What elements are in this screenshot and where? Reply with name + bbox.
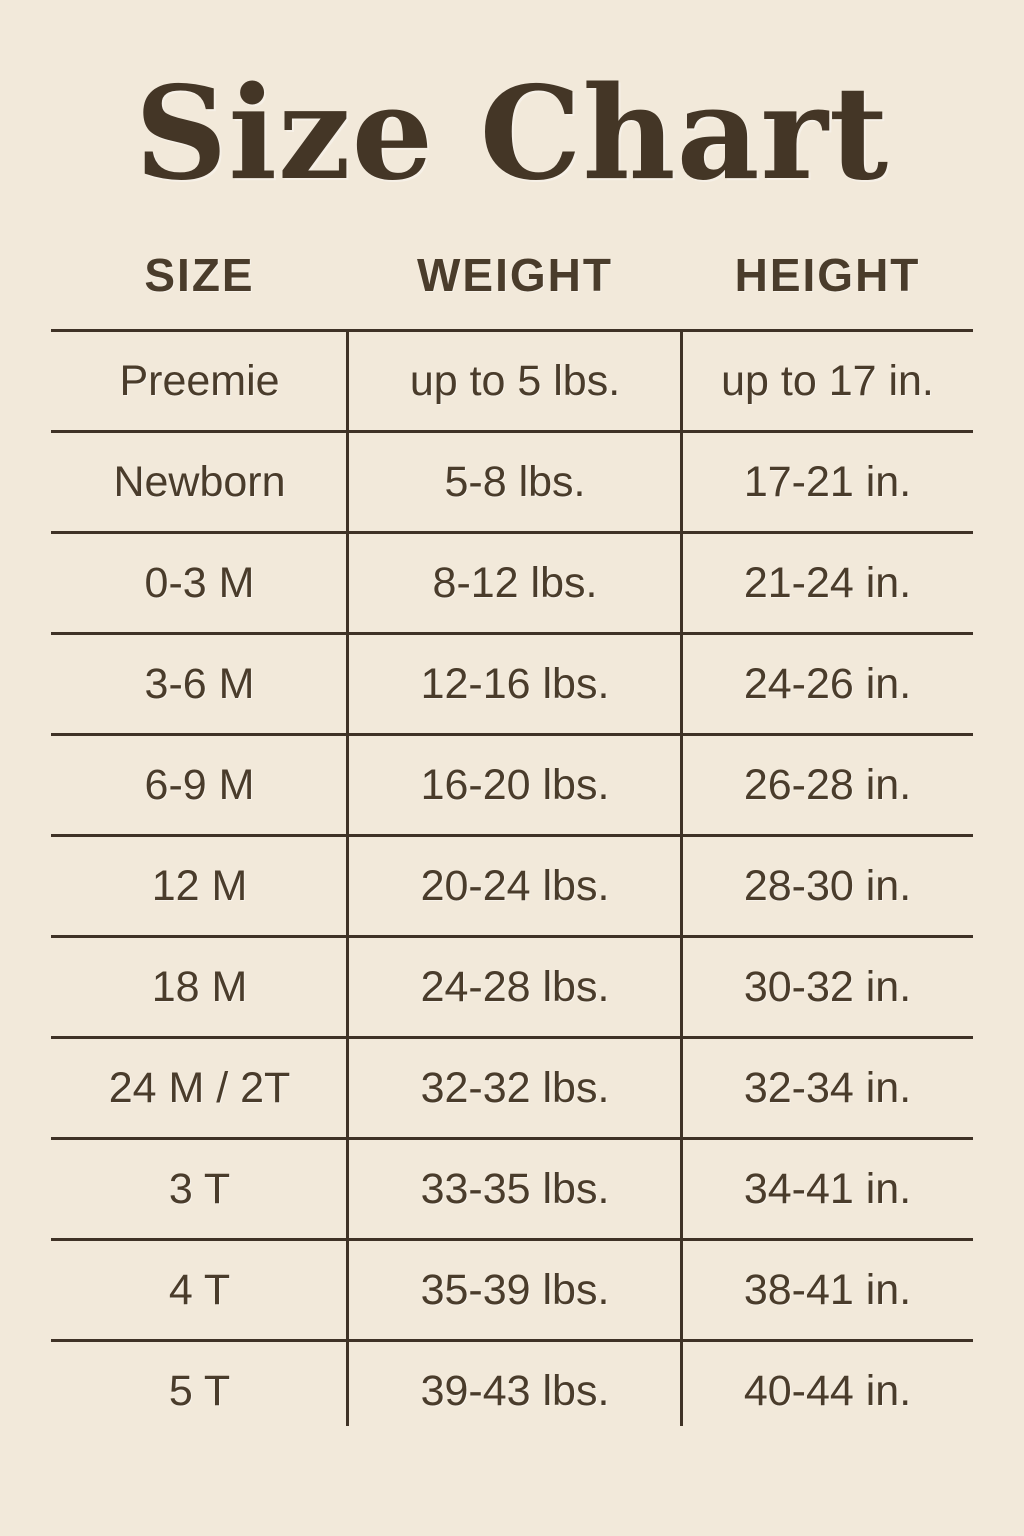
- table-cell-height: 21-24 in.: [682, 531, 973, 632]
- page-title: Size Chart: [134, 59, 890, 209]
- table-cell-weight: 16-20 lbs.: [348, 733, 682, 834]
- table-cell-size: 4 T: [51, 1238, 348, 1339]
- table-cell-weight: 20-24 lbs.: [348, 834, 682, 935]
- table-cell-height: 38-41 in.: [682, 1238, 973, 1339]
- table-cell-size: 3-6 M: [51, 632, 348, 733]
- table-cell-height: 34-41 in.: [682, 1137, 973, 1238]
- table-cell-size: 5 T: [51, 1339, 348, 1440]
- table-cell-height: 28-30 in.: [682, 834, 973, 935]
- table-cell-height: 17-21 in.: [682, 430, 973, 531]
- table-cell-height: 30-32 in.: [682, 935, 973, 1036]
- table-cell-weight: 8-12 lbs.: [348, 531, 682, 632]
- table-cell-size: 18 M: [51, 935, 348, 1036]
- table-cell-height: 40-44 in.: [682, 1339, 973, 1440]
- table-cell-height: 26-28 in.: [682, 733, 973, 834]
- table-cell-size: 12 M: [51, 834, 348, 935]
- column-divider-2: [680, 329, 683, 1427]
- table-cell-size: 3 T: [51, 1137, 348, 1238]
- table-cell-size: Newborn: [51, 430, 348, 531]
- table-body-wrap: Preemie up to 5 lbs. up to 17 in. Newborn 5-…: [51, 329, 973, 1440]
- table-cell-weight: 39-43 lbs.: [348, 1339, 682, 1440]
- table-cell-size: Preemie: [51, 329, 348, 430]
- table-cell-weight: 32-32 lbs.: [348, 1036, 682, 1137]
- table-cell-weight: 33-35 lbs.: [348, 1137, 682, 1238]
- table-body: Preemie up to 5 lbs. up to 17 in. Newborn 5-…: [51, 329, 973, 1440]
- table-cell-size: 0-3 M: [51, 531, 348, 632]
- table-cell-height: 24-26 in.: [682, 632, 973, 733]
- column-header-weight: WEIGHT: [417, 249, 613, 302]
- table-cell-height: 32-34 in.: [682, 1036, 973, 1137]
- size-table: SIZE WEIGHT HEIGHT Preemie up to 5 lbs. up…: [51, 248, 973, 1440]
- column-header-height: HEIGHT: [734, 249, 921, 302]
- column-divider-1: [346, 329, 349, 1427]
- table-cell-weight: up to 5 lbs.: [348, 329, 682, 430]
- table-cell-weight: 12-16 lbs.: [348, 632, 682, 733]
- column-header-size: SIZE: [144, 249, 255, 302]
- table-cell-height: up to 17 in.: [682, 329, 973, 430]
- table-cell-size: 24 M / 2T: [51, 1036, 348, 1137]
- table-cell-weight: 24-28 lbs.: [348, 935, 682, 1036]
- table-cell-size: 6-9 M: [51, 733, 348, 834]
- table-header-row: SIZE WEIGHT HEIGHT: [51, 248, 973, 329]
- table-cell-weight: 5-8 lbs.: [348, 430, 682, 531]
- table-cell-weight: 35-39 lbs.: [348, 1238, 682, 1339]
